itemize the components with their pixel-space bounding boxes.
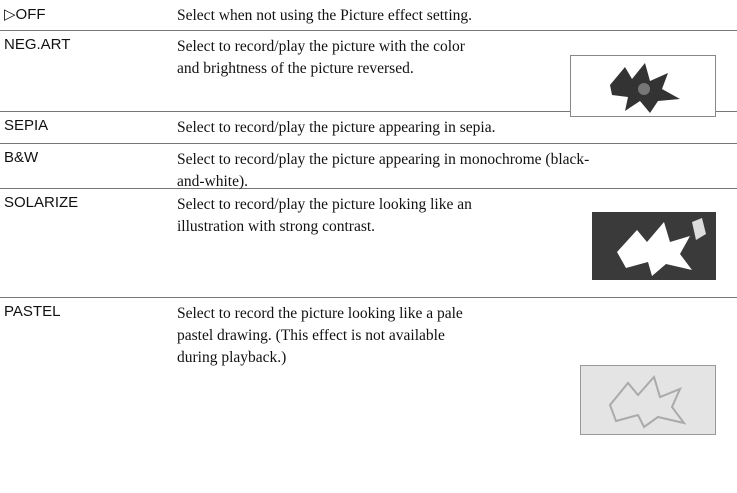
row-label: SEPIA — [4, 117, 49, 134]
row-label: ▷OFF — [4, 6, 46, 23]
row-description: Select to record/play the picture appear… — [177, 149, 589, 193]
description-line: during playback.) — [177, 349, 287, 366]
row-description: Select to record/play the picture with t… — [177, 36, 465, 80]
description-line: illustration with strong contrast. — [177, 218, 376, 235]
description-line: Select to record/play the picture appear… — [177, 151, 590, 168]
row-label: B&W — [4, 149, 39, 166]
row-label: SOLARIZE — [4, 194, 79, 211]
row-description: Select to record the picture looking lik… — [177, 303, 463, 369]
row: ▷OFF Select when not using the Picture ef… — [0, 0, 737, 31]
row: PASTEL Select to record the picture looki… — [0, 298, 737, 493]
row: SEPIA Select to record/play the picture a… — [0, 112, 737, 144]
pastel-image — [580, 365, 716, 435]
row-description: Select to record/play the picture appear… — [177, 117, 495, 139]
row-description: Select to record/play the picture lookin… — [177, 194, 472, 238]
description-line: Select to record/play the picture with t… — [177, 38, 465, 55]
row: B&W Select to record/play the picture app… — [0, 144, 737, 190]
description-line: pastel drawing. (This effect is not avai… — [177, 327, 445, 344]
description-line: Select to record/play the picture lookin… — [177, 196, 472, 213]
neg-art-image — [570, 55, 716, 117]
row: SOLARIZE Select to record/play the pictur… — [0, 189, 737, 298]
description-line: and brightness of the picture reversed. — [177, 60, 414, 77]
solarize-image — [592, 212, 716, 280]
description-line: Select to record/play the picture appear… — [177, 119, 496, 136]
row: NEG.ART Select to record/play the picture… — [0, 31, 737, 117]
row-description: Select when not using the Picture effect… — [177, 5, 472, 27]
row-label: PASTEL — [4, 303, 61, 320]
description-line: and-white). — [177, 173, 249, 190]
description-line: Select to record the picture looking lik… — [177, 305, 463, 322]
description-line: Select when not using the Picture effect… — [177, 7, 472, 24]
row-label: NEG.ART — [4, 36, 71, 53]
